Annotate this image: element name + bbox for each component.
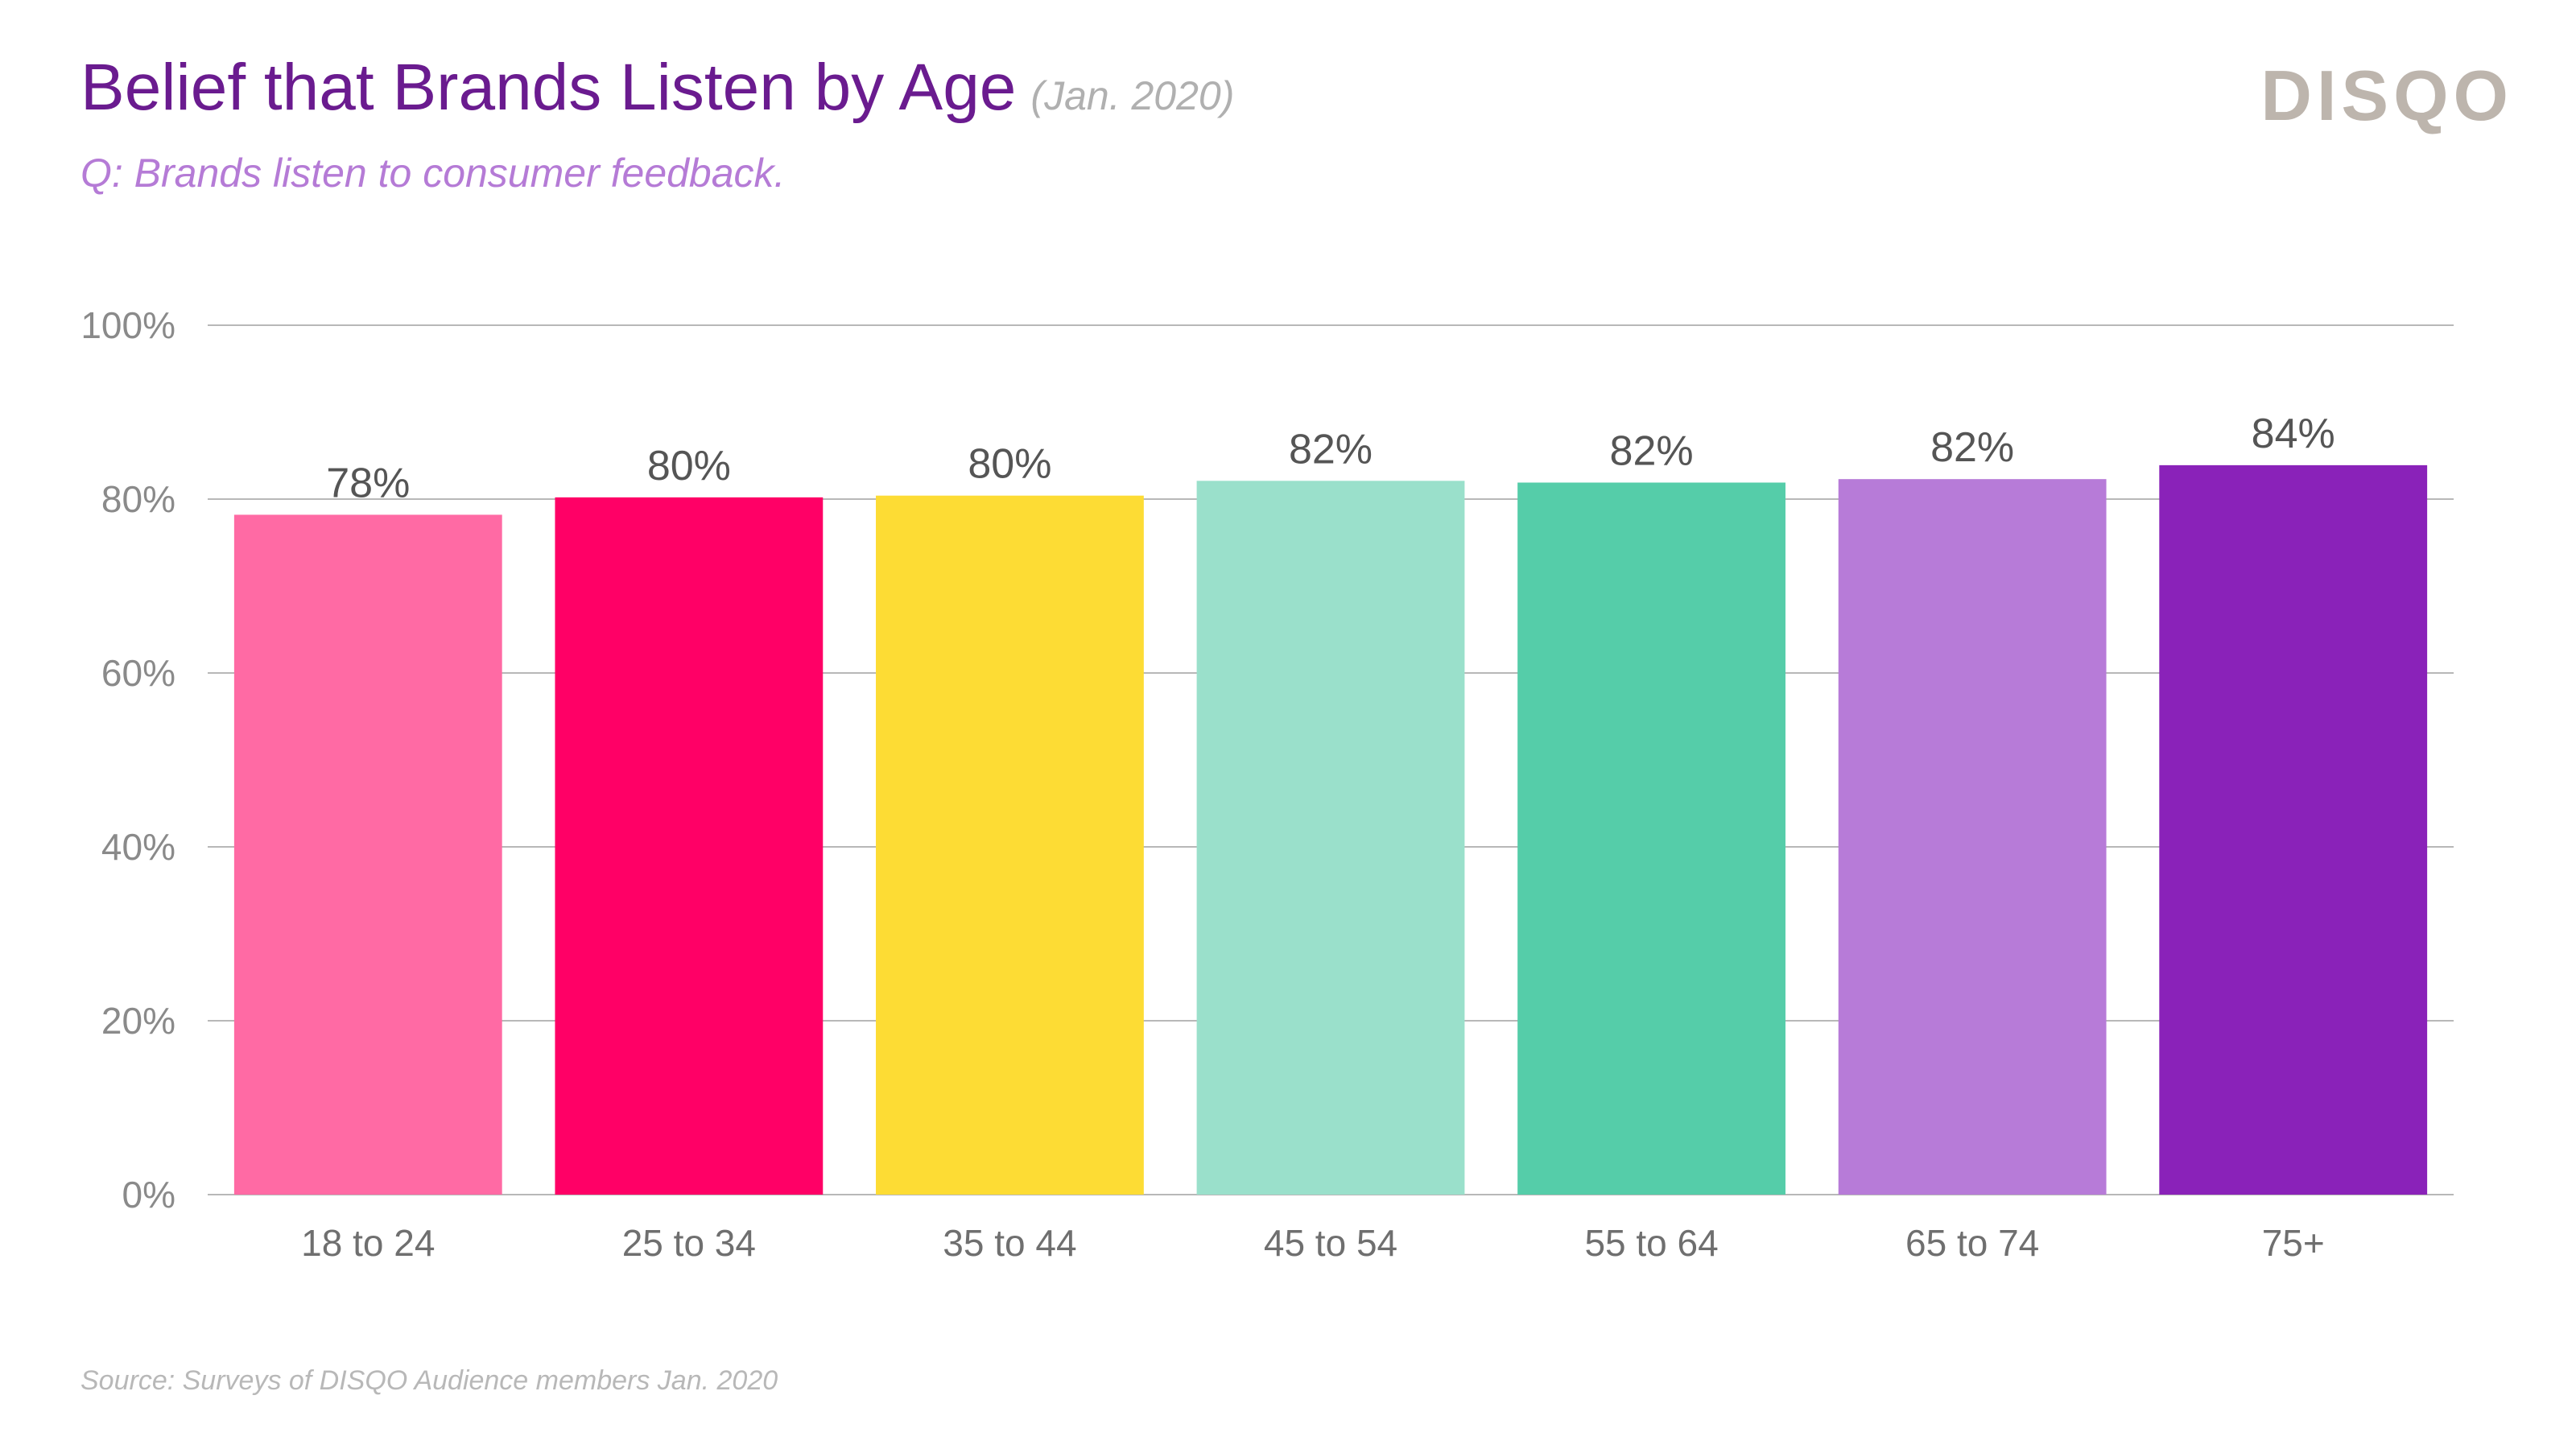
value-label: 82% [1610,427,1694,474]
x-tick-label: 35 to 44 [943,1222,1076,1264]
value-label: 82% [1289,426,1373,473]
value-label: 78% [326,460,410,506]
y-tick-label: 0% [122,1174,175,1216]
brand-logo: DISQO [2260,56,2513,135]
x-tick-label: 55 to 64 [1584,1222,1718,1264]
y-tick-label: 60% [101,652,175,694]
bar-35-to-44 [876,495,1144,1195]
source-note: Source: Surveys of DISQO Audience member… [80,1365,778,1396]
value-label: 80% [968,441,1051,488]
x-tick-label: 45 to 54 [1264,1222,1397,1264]
bar-65-to-74 [1838,479,2107,1195]
labels: 0% 20% 40% 60% 80% 100% 78% 18 to 24 80% 25 to 34… [80,304,2334,1264]
chart-title-date: (Jan. 2020) [1030,73,1235,118]
chart-title: Belief that Brands Listen by Age (Jan. 20… [80,50,1234,126]
bar-75plus [2159,464,2428,1195]
chart-subtitle: Q: Brands listen to consumer feedback. [80,151,786,196]
y-tick-label: 100% [80,304,175,346]
bar-45-to-54 [1196,481,1465,1195]
chart-title-text: Belief that Brands Listen by Age [80,51,1017,124]
bar-25-to-34 [555,497,824,1195]
x-tick-label: 65 to 74 [1905,1222,2039,1264]
x-tick-label: 75+ [2262,1222,2325,1264]
value-label: 84% [2252,411,2335,457]
bar-18-to-24 [233,514,502,1195]
value-label: 82% [1930,424,2014,471]
y-tick-label: 20% [101,1000,175,1042]
value-label: 80% [647,443,731,489]
x-tick-label: 25 to 34 [622,1222,756,1264]
y-tick-label: 80% [101,478,175,520]
x-tick-label: 18 to 24 [301,1222,435,1264]
bars [233,464,2428,1195]
y-tick-label: 40% [101,826,175,868]
bar-55-to-64 [1517,482,1785,1195]
